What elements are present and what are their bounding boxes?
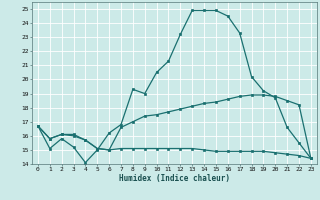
X-axis label: Humidex (Indice chaleur): Humidex (Indice chaleur) (119, 174, 230, 183)
